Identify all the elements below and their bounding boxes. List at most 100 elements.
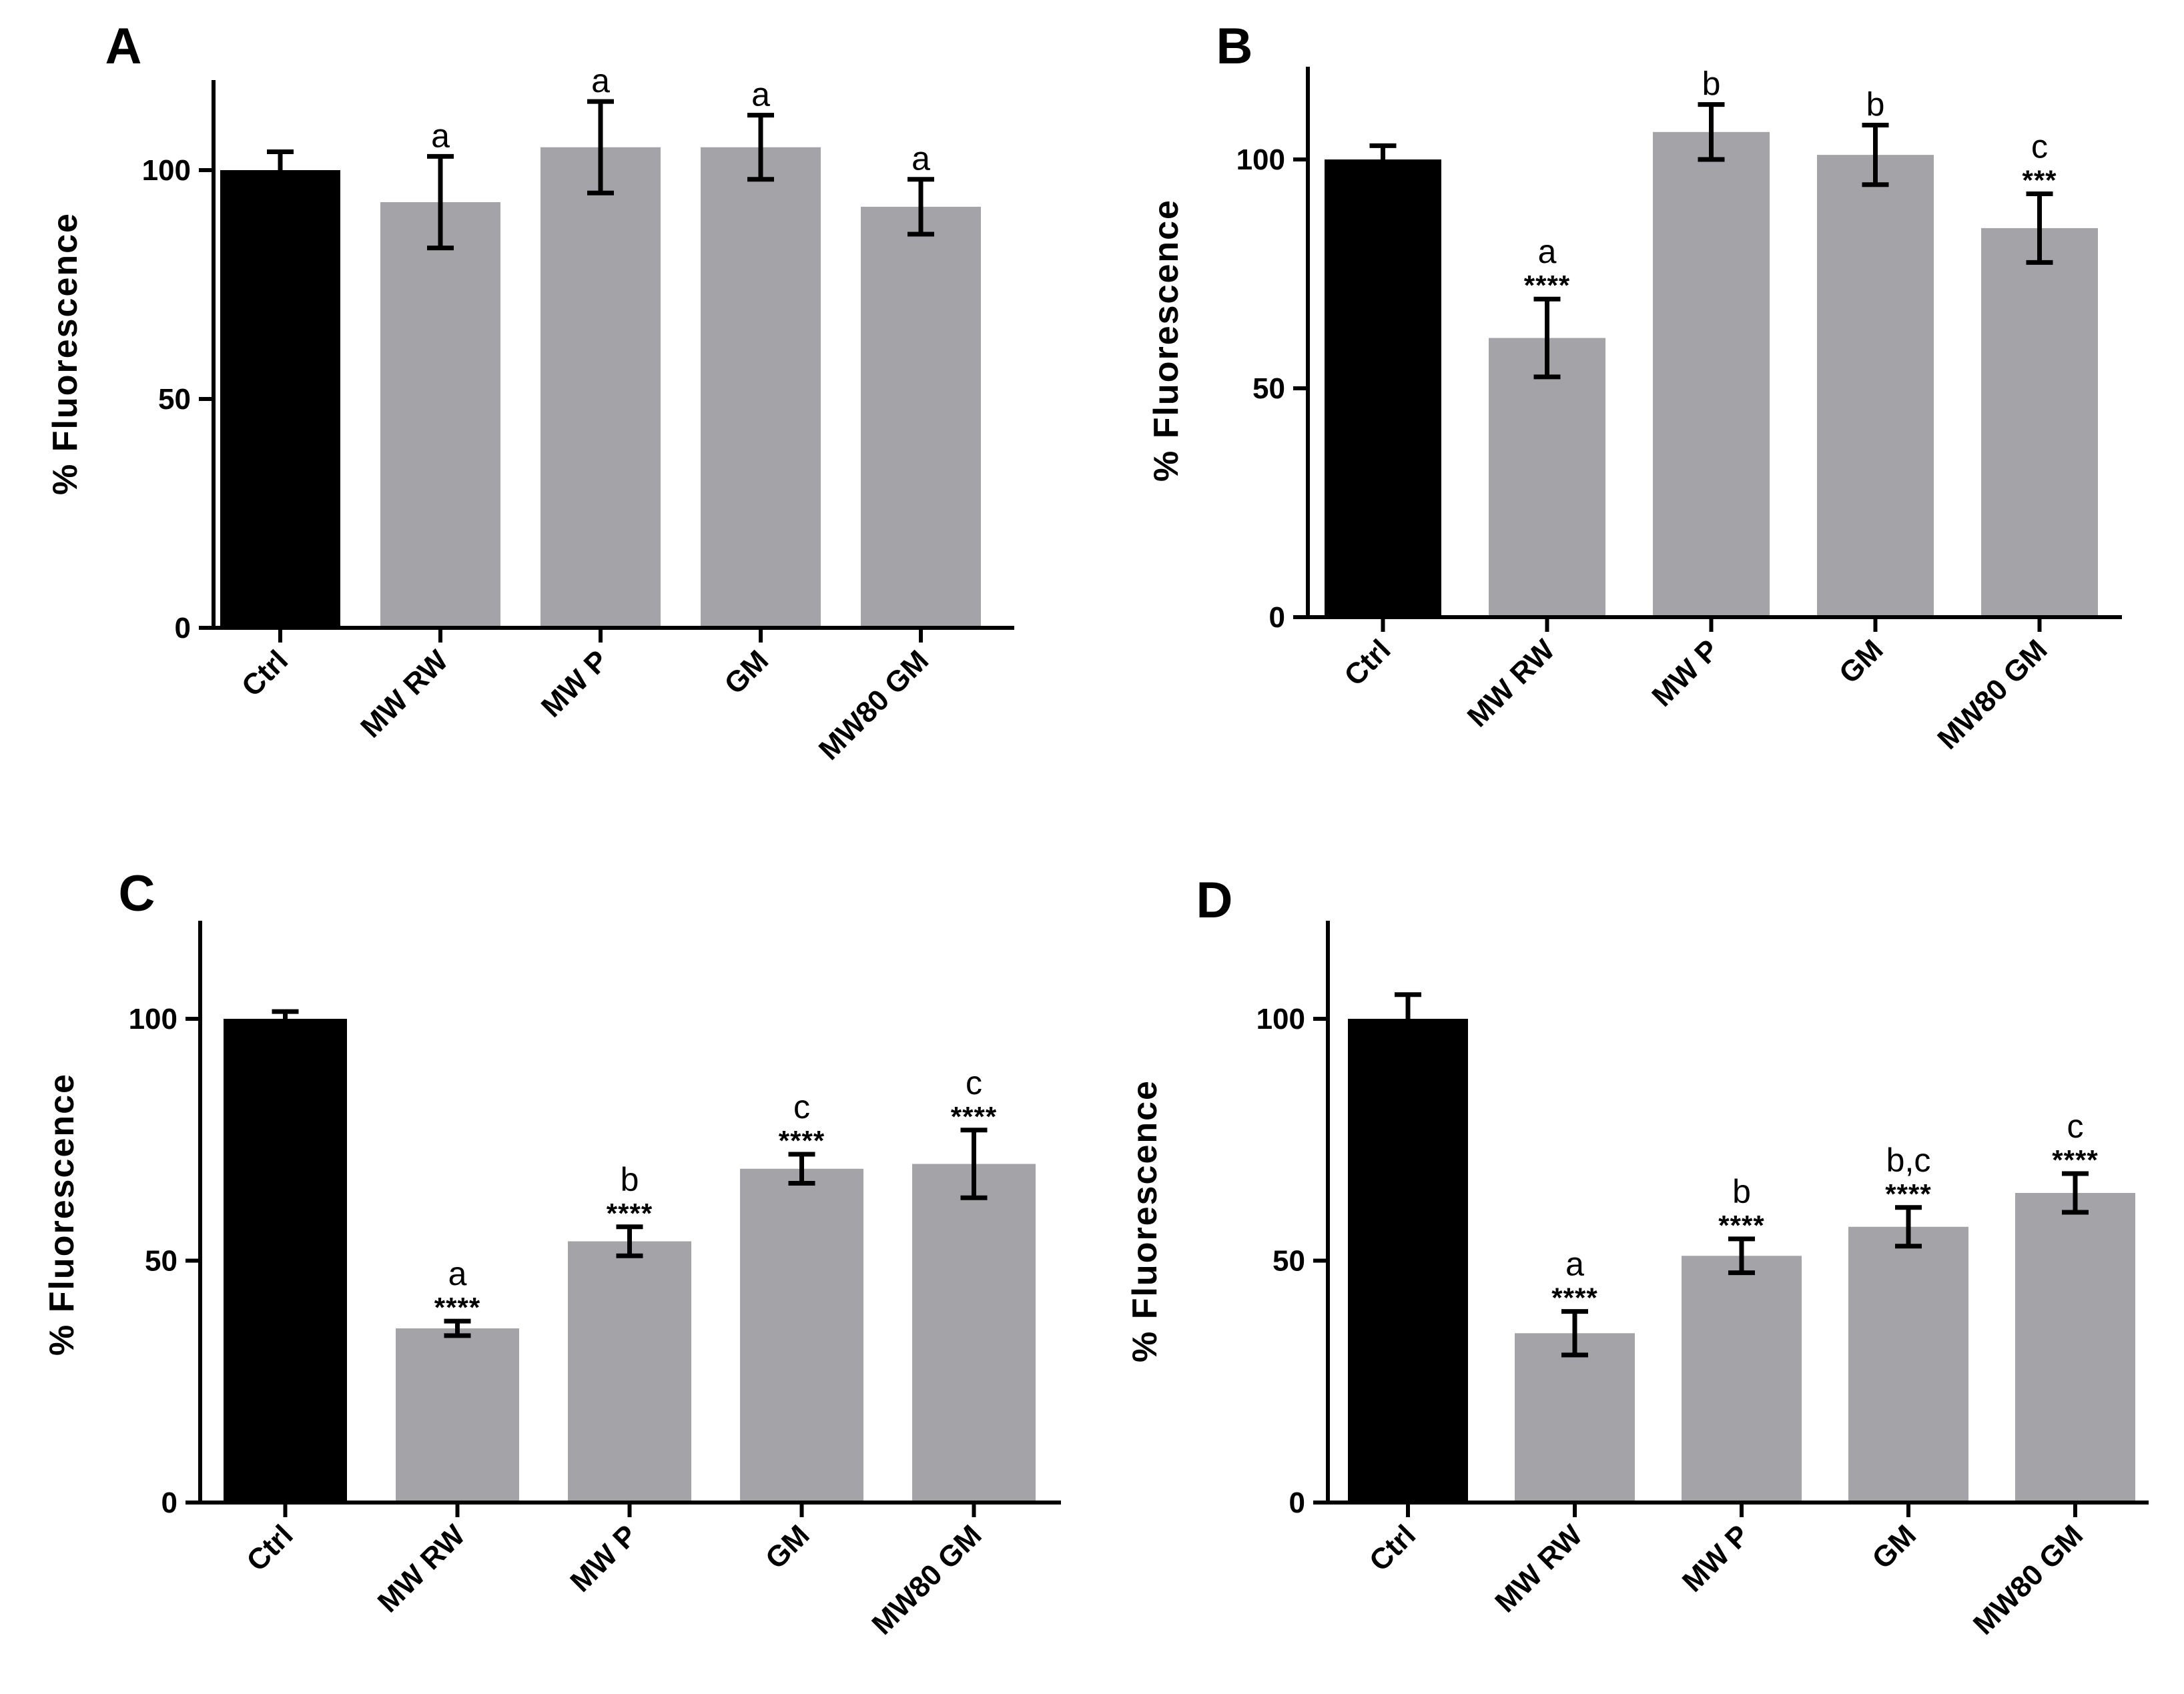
category-label-c-1: MW RW: [372, 1519, 472, 1619]
category-label-b-1: MW RW: [1461, 633, 1561, 733]
letter-label-a-3: a: [751, 76, 770, 113]
panel-label-a: A: [105, 18, 142, 75]
category-label-c-3: GM: [759, 1519, 816, 1575]
error-bar-d-0: [1395, 992, 1421, 1019]
bar-a-3: [701, 147, 821, 628]
y-tick-label-a-50: 50: [158, 383, 191, 416]
letter-label-d-2: b: [1732, 1173, 1751, 1210]
significance-label-b-1: ****: [1524, 270, 1570, 301]
category-label-a-3: GM: [718, 644, 775, 701]
error-bar-c-0: [272, 1009, 299, 1019]
y-tick-label-d-100: 100: [1256, 1003, 1305, 1035]
error-bar-b-3: [1862, 123, 1889, 187]
error-bar-a-3: [747, 113, 774, 182]
error-bar-d-1: [1561, 1309, 1588, 1358]
bar-b-3: [1817, 155, 1934, 617]
category-label-d-3: GM: [1866, 1519, 1922, 1575]
error-bar-b-4: [2026, 191, 2053, 265]
letter-label-a-4: a: [912, 140, 930, 177]
bar-d-3: [1848, 1226, 1968, 1503]
significance-label-c-4: ****: [951, 1101, 997, 1132]
letter-label-a-1: a: [431, 117, 450, 154]
letter-label-b-2: b: [1702, 65, 1721, 103]
error-bar-a-1: [427, 153, 454, 251]
letter-label-c-4: c: [966, 1064, 982, 1102]
y-tick-label-d-50: 50: [1272, 1245, 1305, 1278]
panel-d: D% Fluorescence ****a****b ****b,c ****c050…: [1126, 872, 2149, 1641]
error-bar-c-4: [960, 1128, 988, 1200]
panel-label-c: C: [119, 865, 155, 922]
error-bar-b-0: [1369, 143, 1397, 159]
y-tick-label-b-0: 0: [1269, 601, 1285, 634]
bar-a-1: [380, 202, 500, 628]
panel-b: B % Fluorescence ****a b b ***c 0 50 100 Ctrl MW R…: [1147, 18, 2122, 756]
bar-b-0: [1325, 159, 1441, 617]
bar-b-1: [1489, 338, 1605, 617]
category-label-a-2: MW P: [535, 644, 615, 723]
significance-label-d-3: ****: [1885, 1178, 1931, 1210]
category-label-b-0: Ctrl: [1338, 633, 1397, 692]
bar-c-2: [568, 1241, 691, 1503]
bar-d-4: [2015, 1193, 2135, 1503]
bar-d-2: [1682, 1256, 1802, 1503]
error-bar-d-4: [2062, 1171, 2089, 1215]
significance-label-d-2: ****: [1718, 1210, 1764, 1241]
letter-label-b-1: a: [1538, 233, 1557, 270]
panel-label-d: D: [1196, 872, 1233, 929]
error-bar-c-3: [788, 1152, 815, 1186]
y-tick-label-c-50: 50: [145, 1245, 177, 1278]
letter-label-a-2: a: [591, 62, 610, 99]
error-bar-b-2: [1698, 102, 1725, 162]
error-bar-d-2: [1728, 1236, 1755, 1276]
bar-a-4: [861, 206, 981, 628]
error-bar-a-2: [587, 99, 614, 195]
bar-b-2: [1653, 131, 1770, 618]
bar-c-0: [224, 1019, 347, 1503]
y-tick-label-d-0: 0: [1289, 1487, 1305, 1519]
letter-label-b-4: c: [2031, 127, 2048, 165]
error-bar-c-2: [616, 1224, 643, 1258]
error-bar-a-0: [267, 149, 294, 170]
y-axis-label-b: % Fluorescence: [1147, 199, 1186, 482]
y-tick-label-c-100: 100: [129, 1003, 177, 1035]
bar-d-1: [1515, 1333, 1635, 1503]
letter-label-c-3: c: [793, 1088, 810, 1126]
bar-a-0: [220, 170, 340, 628]
category-label-d-2: MW P: [1676, 1519, 1756, 1598]
letter-label-c-1: a: [448, 1255, 467, 1292]
letter-label-c-2: b: [621, 1161, 639, 1198]
letter-label-b-3: b: [1866, 86, 1885, 123]
letter-label-d-3: b,c: [1886, 1142, 1931, 1179]
y-tick-label-a-0: 0: [175, 612, 191, 645]
category-label-d-4: MW80 GM: [1967, 1519, 2089, 1641]
category-label-b-3: GM: [1833, 633, 1890, 690]
bar-c-4: [912, 1164, 1036, 1503]
y-tick-label-b-100: 100: [1236, 143, 1285, 176]
category-label-d-0: Ctrl: [1363, 1519, 1422, 1577]
category-label-b-4: MW80 GM: [1931, 633, 2053, 755]
significance-label-d-4: ****: [2052, 1144, 2098, 1176]
bar-d-0: [1348, 1019, 1468, 1503]
significance-label-c-2: ****: [607, 1198, 653, 1229]
panel-c: C% Fluorescence ****a****b****c ****c05010…: [43, 865, 1061, 1641]
significance-label-b-4: ***: [2022, 164, 2057, 195]
error-bar-d-3: [1895, 1205, 1922, 1249]
category-label-a-1: MW RW: [354, 644, 454, 744]
bar-b-4: [1981, 228, 2098, 617]
significance-label-c-3: ****: [779, 1125, 825, 1156]
y-tick-label-a-100: 100: [142, 154, 191, 187]
significance-label-d-1: ****: [1551, 1282, 1597, 1314]
category-label-a-4: MW80 GM: [813, 644, 935, 766]
error-bar-c-1: [444, 1318, 471, 1338]
error-bar-b-1: [1533, 296, 1561, 380]
bar-c-1: [396, 1328, 519, 1503]
significance-label-c-1: ****: [434, 1292, 480, 1323]
letter-label-d-4: c: [2067, 1108, 2084, 1145]
y-axis-label-c: % Fluorescence: [43, 1073, 81, 1356]
category-label-d-1: MW RW: [1489, 1519, 1589, 1619]
y-axis-label-a: % Fluorescence: [46, 212, 85, 495]
error-bar-a-4: [907, 177, 934, 237]
bar-a-2: [540, 147, 661, 628]
category-label-b-2: MW P: [1646, 633, 1725, 713]
